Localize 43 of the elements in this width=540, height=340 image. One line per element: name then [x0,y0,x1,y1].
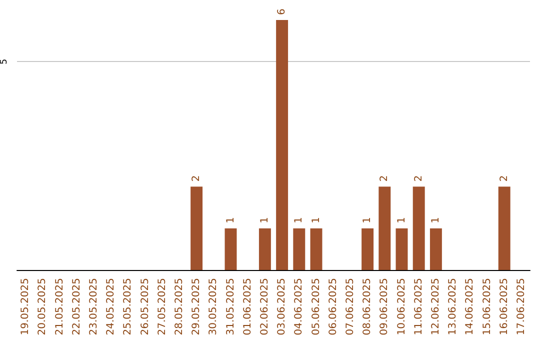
data-label: 2 [379,175,390,182]
data-label: 1 [430,216,442,224]
data-label: 2 [413,175,424,182]
x-tick-label: 25.05.2025 [122,278,134,336]
x-tick-label: 04.06.2025 [294,278,305,336]
x-tick-label: 15.06.2025 [482,278,493,336]
x-tick-label: 22.05.2025 [71,278,82,336]
x-tick-label: 20.05.2025 [37,278,48,336]
x-tick-label: 09.06.2025 [379,278,390,336]
x-tick-label: 11.06.2025 [413,278,424,336]
x-tick-label: 16.06.2025 [498,278,510,336]
x-tick-label: 10.06.2025 [396,278,408,336]
data-label: 1 [396,216,408,224]
x-tick-label: 19.05.2025 [20,278,32,336]
x-tick-label: 08.06.2025 [362,278,374,336]
x-tick-label: 27.05.2025 [156,278,168,336]
data-label: 2 [191,175,202,182]
x-tick-label: 24.05.2025 [106,278,117,336]
x-tick-label: 26.05.2025 [140,278,151,336]
data-label: 1 [225,216,236,224]
y-tick-label: 5 [0,58,10,65]
data-label: 2 [498,175,510,182]
x-tick-label: 01.06.2025 [242,278,254,336]
x-tick-label: 13.06.2025 [448,278,459,336]
x-tick-label: 02.06.2025 [259,278,270,336]
x-tick-label: 06.06.2025 [328,278,339,336]
data-label: 1 [294,216,305,224]
x-tick-label: 17.06.2025 [516,278,527,336]
data-label: 1 [259,216,270,224]
x-tick-label: 14.06.2025 [464,278,476,336]
x-tick-label: 30.05.2025 [208,278,220,336]
x-tick-label: 05.06.2025 [310,278,322,336]
data-label: 1 [310,216,322,224]
x-tick-label: 07.06.2025 [344,278,356,336]
x-tick-label: 12.06.2025 [430,278,442,336]
x-tick-label: 31.05.2025 [225,278,236,336]
data-label: 1 [362,216,374,224]
x-tick-label: 03.06.2025 [276,278,288,336]
x-tick-label: 21.05.2025 [54,278,66,336]
x-tick-label: 29.05.2025 [191,278,202,336]
data-label: 6 [276,8,288,15]
x-tick-label: 28.05.2025 [174,278,185,336]
x-tick-label: 23.05.2025 [88,278,100,336]
